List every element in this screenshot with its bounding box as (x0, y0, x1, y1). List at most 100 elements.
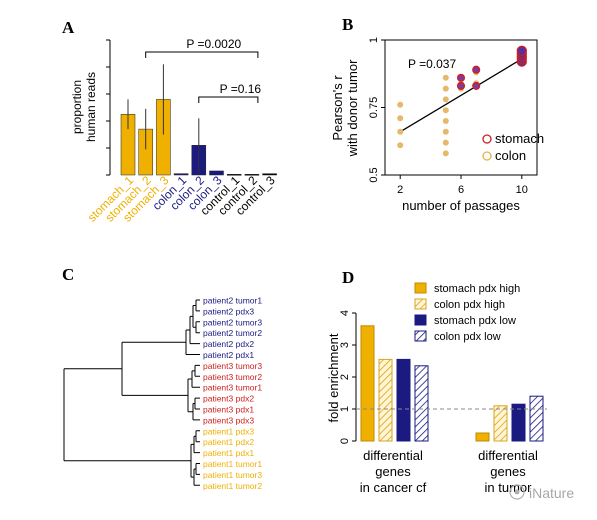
panel-d-letter: D (342, 268, 354, 287)
colon-point (397, 115, 404, 122)
bar (475, 432, 490, 442)
y-axis-label-line: with donor tumor (345, 59, 360, 157)
y-tick-label: 0.75 (368, 97, 380, 118)
legend-swatch (414, 298, 427, 310)
p-value-label: P =0.0020 (186, 37, 241, 51)
stomach-point (456, 81, 466, 90)
leaf-label: patient2 pdx3 (203, 306, 254, 316)
stomach-point (456, 73, 466, 82)
colon-point (442, 139, 449, 146)
panel-c-letter: C (62, 265, 74, 284)
colon-point (442, 74, 449, 81)
leaf-label: patient3 pdx1 (203, 405, 254, 415)
significance-bracket (198, 96, 259, 103)
y-axis-label-line: Pearson's r (330, 75, 345, 141)
x-tick-label: 6 (458, 184, 464, 196)
watermark-logo-dot-icon (514, 489, 520, 495)
legend-swatch (414, 314, 427, 326)
bar (493, 405, 508, 442)
bar (511, 403, 526, 442)
panel-a-letter: A (62, 18, 75, 37)
stomach-point (472, 65, 481, 74)
y-tick-label: 0 (339, 438, 351, 444)
leaf-label: patient1 pdx1 (203, 448, 254, 458)
watermark-text: iNature (529, 485, 574, 501)
legend-label: colon (495, 148, 526, 163)
y-tick-label: 2 (339, 374, 351, 380)
colon-point (442, 85, 449, 92)
fit-line (399, 58, 523, 133)
y-axis-label: Pearson's rwith donor tumor (330, 59, 360, 157)
leaf-label: patient1 pdx2 (203, 437, 254, 447)
bar (529, 395, 544, 442)
watermark: iNature (509, 484, 574, 501)
x-tick-label: 10 (516, 184, 528, 196)
panel-b-scatter-plot: 2 6 10 0.5 0.75 1 number of passages Pearson's … (330, 37, 544, 213)
colon-point (397, 101, 404, 108)
leaf-label: patient2 tumor3 (203, 317, 262, 327)
bar (244, 174, 260, 176)
legend-label: stomach (495, 131, 544, 146)
leaf-label: patient3 tumor1 (203, 383, 262, 393)
p-value-label: P =0.037 (408, 57, 456, 71)
leaf-label: patient2 pdx2 (203, 339, 254, 349)
y-tick-label: 3 (339, 342, 351, 348)
colon-point (397, 128, 404, 135)
legend-label: colon pdx low (434, 331, 501, 343)
bar (209, 170, 224, 176)
legend-swatch (414, 330, 427, 342)
x-tick-label: 2 (397, 184, 403, 196)
bar (262, 173, 277, 176)
x-category-label-line: genes (375, 464, 411, 479)
x-category-label-line: in cancer cf (360, 480, 427, 495)
y-tick-label: 1 (368, 37, 380, 43)
x-axis-label: number of passages (402, 198, 520, 213)
legend-label: stomach pdx high (434, 283, 520, 295)
y-axis-label-line: human reads (84, 72, 98, 142)
dendrogram-branches (63, 299, 200, 486)
bar (226, 174, 242, 176)
x-category-label-line: genes (490, 464, 526, 479)
leaf-label: patient3 pdx2 (203, 394, 254, 404)
bar (396, 358, 411, 442)
leaf-label: patient3 tumor3 (203, 361, 262, 371)
colon-point (442, 96, 449, 103)
bar (360, 325, 375, 442)
leaf-label: patient1 tumor2 (203, 481, 262, 491)
panel-a-bar-chart: proportionhuman readsstomach_1stomach_2s… (70, 37, 278, 225)
colon-point (442, 128, 449, 135)
leaf-label: patient1 pdx3 (203, 426, 254, 436)
y-tick-label: 4 (339, 310, 351, 316)
leaf-label: patient1 tumor3 (203, 470, 262, 480)
leaf-label: patient2 tumor2 (203, 328, 262, 338)
y-tick-label: 0.5 (368, 167, 380, 182)
x-category-label: differential genes in tumor (478, 448, 538, 495)
colon-point (397, 142, 404, 149)
x-category-label: differential genes in cancer cf (360, 448, 427, 495)
stomach-point (472, 81, 481, 90)
y-tick-label: 1 (339, 406, 351, 412)
significance-bracket (145, 51, 259, 58)
bar (378, 358, 393, 442)
x-category-label-line: differential (478, 448, 538, 463)
legend-swatch (414, 282, 427, 294)
legend-label: colon pdx high (434, 299, 505, 311)
leaf-label: patient3 pdx3 (203, 415, 254, 425)
leaf-label: patient1 tumor1 (203, 459, 262, 469)
panel-b-letter: B (342, 15, 353, 34)
y-axis-label: fold enrichment (326, 333, 341, 422)
legend-marker (482, 134, 492, 144)
colon-point (442, 107, 449, 114)
colon-point (442, 150, 449, 157)
bar (173, 173, 189, 176)
leaf-label: patient2 pdx1 (203, 350, 254, 360)
bar (414, 365, 429, 442)
colon-point (442, 118, 449, 124)
x-category-label-line: in tumor (485, 480, 533, 495)
stomach-point (516, 45, 527, 56)
y-axis-label: proportionhuman reads (70, 72, 98, 142)
y-axis-label-line: proportion (70, 80, 84, 134)
